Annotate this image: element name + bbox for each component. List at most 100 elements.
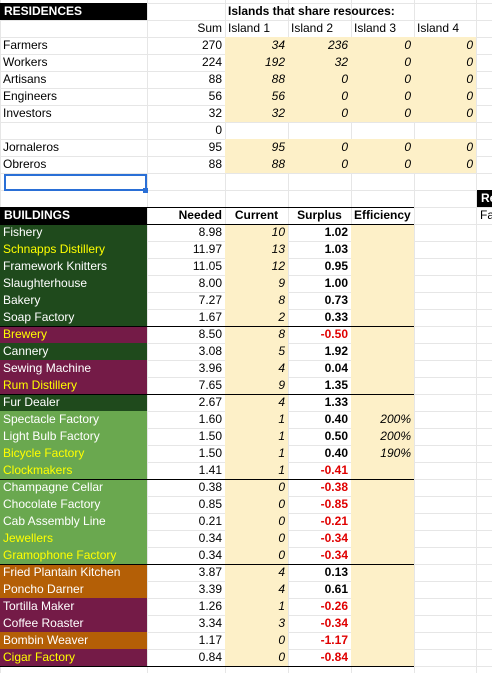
building-needed[interactable]: 8.98	[198, 225, 222, 239]
building-current[interactable]: 2	[225, 309, 288, 326]
building-surplus[interactable]: 0.40	[324, 446, 348, 460]
residence-island-value[interactable]: 0	[414, 139, 476, 156]
residence-island-value[interactable]: 0	[351, 105, 414, 122]
building-current[interactable]: 3	[225, 615, 288, 632]
building-name[interactable]: Slaughterhouse	[0, 275, 147, 292]
building-name[interactable]: Cannery	[0, 343, 147, 360]
cutoff-label-fa[interactable]: Fa	[480, 208, 492, 222]
selected-cell[interactable]	[4, 174, 147, 191]
building-name[interactable]: Clockmakers	[0, 462, 147, 479]
building-name[interactable]: Cab Assembly Line	[0, 513, 147, 530]
building-efficiency[interactable]	[351, 241, 414, 258]
building-needed[interactable]: 0.34	[198, 531, 222, 545]
col-sum-header[interactable]: Sum	[197, 21, 222, 35]
building-name[interactable]: Poncho Darner	[0, 581, 147, 598]
building-current[interactable]: 0	[225, 479, 288, 496]
building-current[interactable]: 0	[225, 513, 288, 530]
building-current[interactable]: 4	[225, 394, 288, 411]
building-efficiency[interactable]	[351, 462, 414, 479]
residence-island-value[interactable]: 0	[414, 37, 476, 54]
residence-island-value[interactable]: 0	[351, 37, 414, 54]
building-needed[interactable]: 1.26	[198, 599, 222, 613]
building-surplus[interactable]: -0.50	[320, 327, 348, 341]
building-current[interactable]: 9	[225, 275, 288, 292]
building-surplus[interactable]: -0.21	[320, 514, 348, 528]
building-current[interactable]: 4	[225, 564, 288, 581]
building-surplus[interactable]: 0.95	[324, 259, 348, 273]
building-current[interactable]: 0	[225, 649, 288, 666]
building-efficiency[interactable]	[351, 615, 414, 632]
cutoff-header-re[interactable]: Re	[477, 190, 492, 207]
building-surplus[interactable]: -1.17	[320, 633, 348, 647]
building-surplus[interactable]: 1.92	[324, 344, 348, 358]
building-current[interactable]: 5	[225, 343, 288, 360]
residence-island-value[interactable]: 0	[288, 105, 351, 122]
building-surplus[interactable]: -0.34	[320, 616, 348, 630]
building-efficiency[interactable]	[351, 632, 414, 649]
building-name[interactable]: Soap Factory	[0, 309, 147, 326]
building-efficiency[interactable]: 190%	[351, 445, 414, 462]
building-needed[interactable]: 1.50	[198, 429, 222, 443]
building-name[interactable]: Fishery	[0, 224, 147, 241]
building-needed[interactable]: 3.08	[198, 344, 222, 358]
building-efficiency[interactable]: 200%	[351, 411, 414, 428]
residence-name[interactable]: Workers	[3, 55, 48, 69]
building-needed[interactable]: 7.27	[198, 293, 222, 307]
building-needed[interactable]: 1.60	[198, 412, 222, 426]
building-efficiency[interactable]	[351, 564, 414, 581]
residence-name[interactable]: Artisans	[3, 72, 47, 86]
building-needed[interactable]: 0.38	[198, 480, 222, 494]
residence-sum-empty[interactable]: 0	[215, 123, 222, 137]
building-surplus[interactable]: -0.84	[320, 650, 348, 664]
building-needed[interactable]: 3.39	[198, 582, 222, 596]
residence-island-value[interactable]: 32	[225, 105, 288, 122]
col-efficiency-header[interactable]: Efficiency	[354, 208, 411, 222]
building-surplus[interactable]: 1.35	[324, 378, 348, 392]
building-surplus[interactable]: 0.73	[324, 293, 348, 307]
building-current[interactable]: 0	[225, 632, 288, 649]
residence-island-value[interactable]: 0	[414, 105, 476, 122]
building-efficiency[interactable]	[351, 581, 414, 598]
building-surplus[interactable]: 0.04	[324, 361, 348, 375]
building-surplus[interactable]: -0.85	[320, 497, 348, 511]
building-name[interactable]: Champagne Cellar	[0, 479, 147, 496]
building-current[interactable]: 0	[225, 496, 288, 513]
residence-sum[interactable]: 56	[208, 89, 222, 103]
building-needed[interactable]: 0.85	[198, 497, 222, 511]
building-name[interactable]: Sewing Machine	[0, 360, 147, 377]
residence-sum[interactable]: 32	[208, 106, 222, 120]
residence-island-value[interactable]: 0	[351, 156, 414, 173]
building-current[interactable]: 13	[225, 241, 288, 258]
building-efficiency[interactable]	[351, 479, 414, 496]
residence-island-value[interactable]: 0	[351, 54, 414, 71]
building-efficiency[interactable]	[351, 309, 414, 326]
building-name[interactable]: Gramophone Factory	[0, 547, 147, 564]
building-current[interactable]: 0	[225, 530, 288, 547]
residence-sum[interactable]: 270	[201, 38, 222, 52]
building-surplus[interactable]: -0.26	[320, 599, 348, 613]
residence-island-value[interactable]: 0	[351, 71, 414, 88]
residences-title[interactable]: RESIDENCES	[0, 3, 147, 20]
building-efficiency[interactable]	[351, 292, 414, 309]
residence-island-value[interactable]: 56	[225, 88, 288, 105]
building-efficiency[interactable]	[351, 598, 414, 615]
building-efficiency[interactable]	[351, 394, 414, 411]
building-current[interactable]: 1	[225, 411, 288, 428]
building-efficiency[interactable]	[351, 326, 414, 343]
residence-island-value[interactable]: 0	[414, 71, 476, 88]
building-current[interactable]: 8	[225, 326, 288, 343]
building-surplus[interactable]: 1.02	[324, 225, 348, 239]
residence-sum[interactable]: 88	[208, 72, 222, 86]
building-needed[interactable]: 3.34	[198, 616, 222, 630]
residence-sum[interactable]: 224	[201, 55, 222, 69]
building-surplus[interactable]: -0.34	[320, 548, 348, 562]
building-name[interactable]: Brewery	[0, 326, 147, 343]
building-needed[interactable]: 3.87	[198, 565, 222, 579]
residence-island-value[interactable]: 88	[225, 156, 288, 173]
residence-island-value[interactable]: 0	[351, 139, 414, 156]
building-name[interactable]: Bakery	[0, 292, 147, 309]
residence-island-value[interactable]: 88	[225, 71, 288, 88]
building-efficiency[interactable]: 200%	[351, 428, 414, 445]
building-name[interactable]: Schnapps Distillery	[0, 241, 147, 258]
building-needed[interactable]: 3.96	[198, 361, 222, 375]
